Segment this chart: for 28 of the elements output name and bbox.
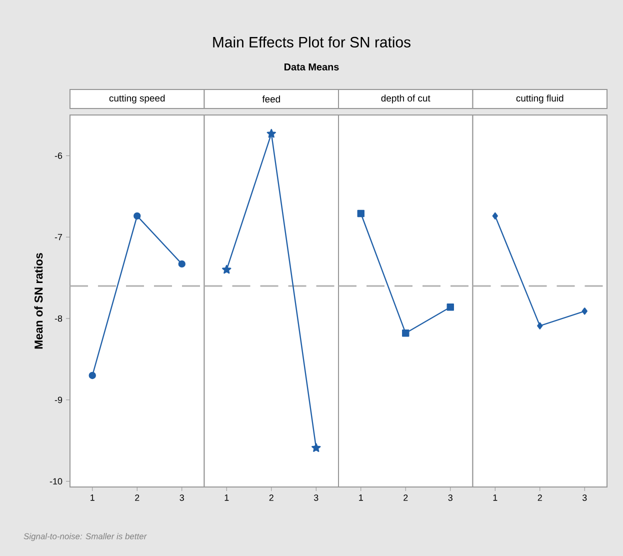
- x-tick-label: 3: [180, 494, 184, 501]
- x-tick-label: 1: [90, 494, 94, 501]
- text: Signal-to-noise: Smaller is better: [24, 533, 147, 541]
- x-tick-label: 2: [538, 494, 542, 501]
- x-tick-label: 2: [135, 494, 140, 501]
- chart-title: cutting speed: [109, 94, 165, 104]
- x-tick-label: 1: [359, 494, 363, 501]
- point: [88, 372, 96, 380]
- text: Data Means: [284, 64, 339, 70]
- x-tick-label: 1: [224, 494, 229, 501]
- chart-title: depth of cut: [381, 94, 430, 104]
- y-tick-label: -7: [54, 234, 62, 240]
- x-tick-label: 2: [269, 494, 274, 501]
- y-axis-title: Mean of SN ratios: [34, 253, 43, 349]
- text: Main Effects Plot for SN ratios: [213, 36, 410, 48]
- y-tick-label: -6: [54, 152, 62, 159]
- point: [134, 212, 141, 220]
- x-tick-label: 3: [448, 494, 452, 501]
- x-tick-label: 3: [582, 494, 587, 501]
- x-tick-label: 3: [314, 494, 318, 501]
- point: [178, 260, 186, 268]
- x-tick-label: 2: [404, 494, 408, 501]
- y-tick-label: -8: [54, 315, 62, 322]
- y-tick-label: -10: [50, 478, 62, 484]
- chart-title: cutting fluid: [516, 94, 564, 104]
- chart-title: feed: [262, 96, 280, 102]
- x-tick-label: 1: [493, 494, 498, 501]
- y-tick-label: -9: [54, 396, 62, 404]
